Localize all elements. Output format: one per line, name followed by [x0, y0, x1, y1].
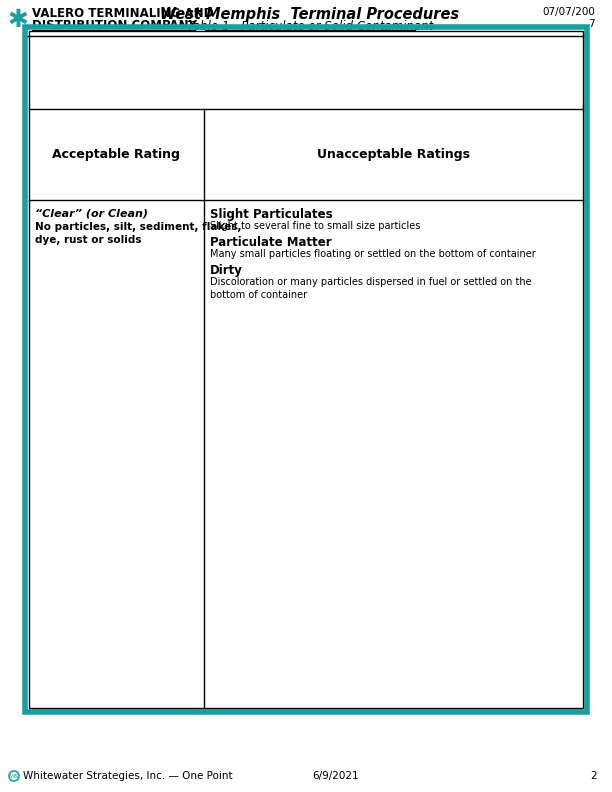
Text: Dirty: Dirty [209, 265, 242, 277]
Text: Slight to several fine to small size particles: Slight to several fine to small size par… [209, 221, 420, 231]
Text: Many small particles floating or settled on the bottom of container: Many small particles floating or settled… [209, 249, 536, 259]
Text: ✱: ✱ [7, 8, 29, 32]
Text: 2: 2 [591, 771, 597, 781]
Text: Slight Particulates: Slight Particulates [209, 208, 332, 221]
Text: 07/07/200: 07/07/200 [542, 7, 595, 17]
Text: 6/9/2021: 6/9/2021 [313, 771, 359, 781]
Text: 7: 7 [588, 19, 595, 29]
Text: Unacceptable Ratings: Unacceptable Ratings [317, 148, 470, 161]
Text: Acceptable Rating: Acceptable Rating [52, 148, 180, 161]
Text: Particulate Matter: Particulate Matter [209, 236, 331, 249]
Text: West Memphis  Terminal Procedures: West Memphis Terminal Procedures [160, 7, 460, 22]
Text: No particles, silt, sediment, flakes,
dye, rust or solids: No particles, silt, sediment, flakes, dy… [35, 223, 242, 246]
Text: VALERO TERMINALING AND: VALERO TERMINALING AND [32, 7, 214, 20]
Text: “Clear” (or Clean): “Clear” (or Clean) [35, 208, 148, 219]
Text: Discoloration or many particles dispersed in fuel or settled on the
bottom of co: Discoloration or many particles disperse… [209, 277, 531, 299]
Text: WS: WS [10, 774, 18, 779]
Text: DISTRIBUTION COMPANY: DISTRIBUTION COMPANY [32, 19, 197, 32]
Bar [29, 31, 583, 708]
Text: Whitewater Strategies, Inc. — One Point: Whitewater Strategies, Inc. — One Point [23, 771, 233, 781]
Bar [25, 27, 587, 712]
Text: Table 1 - Particulate or Solid Contaminant: Table 1 - Particulate or Solid Contamina… [187, 20, 433, 33]
